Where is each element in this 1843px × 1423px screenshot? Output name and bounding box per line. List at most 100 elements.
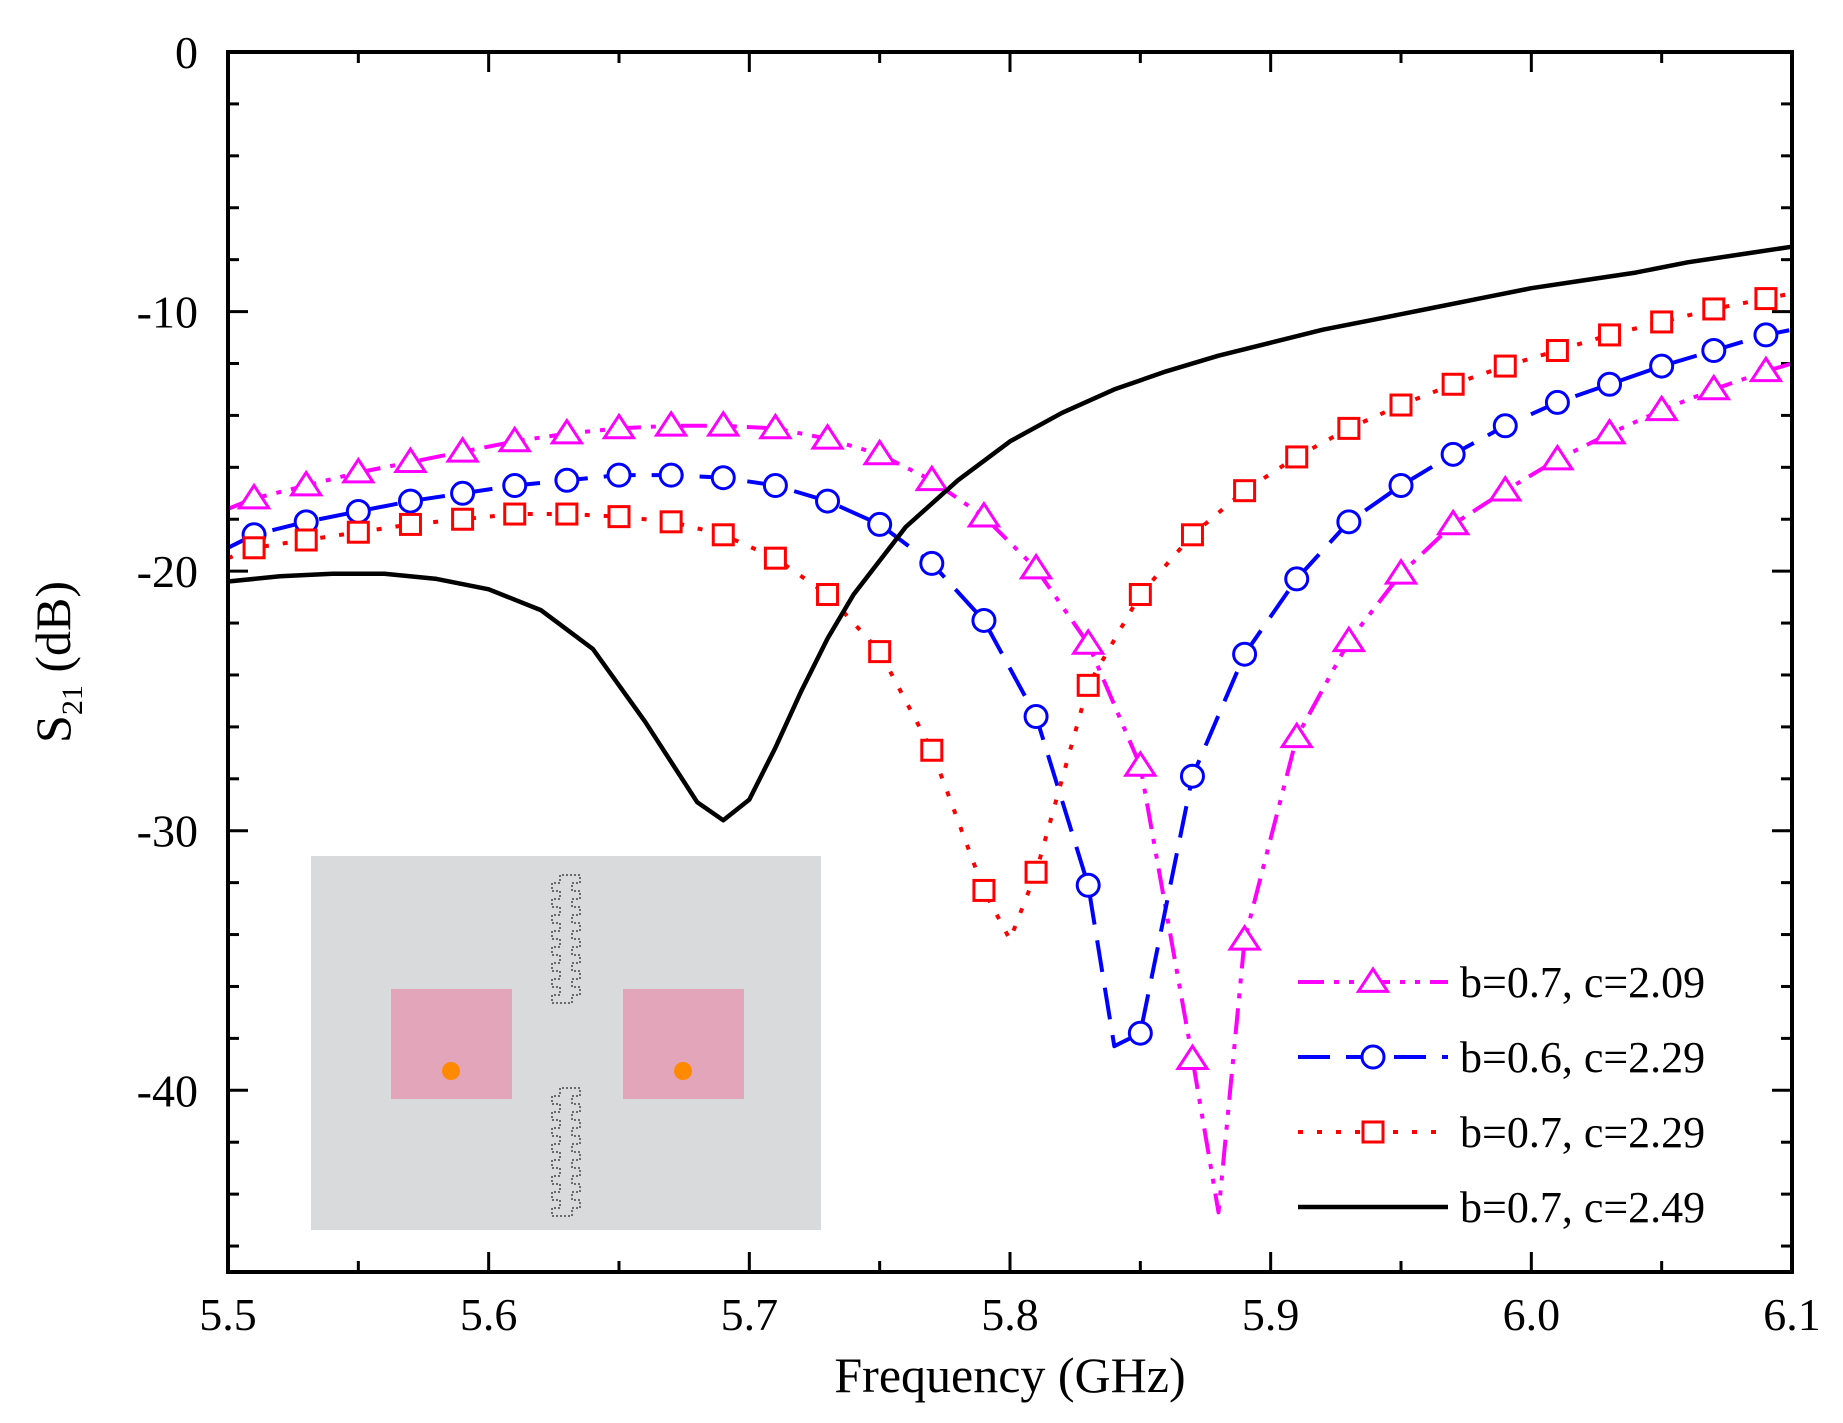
data-point-circle xyxy=(1753,322,1779,348)
data-point-triangle xyxy=(653,410,689,437)
y-tick-label: -30 xyxy=(137,806,198,857)
data-point-circle xyxy=(554,467,580,493)
data-point-circle xyxy=(1388,472,1414,498)
x-axis-tick-labels: 5.5 5.6 5.7 5.8 5.9 6.0 6.1 xyxy=(199,1289,1821,1340)
y-tick-label: -10 xyxy=(137,287,198,338)
data-point-square xyxy=(1361,1120,1385,1144)
legend-label: b=0.6, c=2.29 xyxy=(1460,1033,1705,1082)
data-series xyxy=(227,244,1793,1215)
data-point-square xyxy=(868,640,892,664)
plot-area-frame xyxy=(226,50,1794,1274)
legend-label: b=0.7, c=2.29 xyxy=(1460,1108,1705,1157)
data-point-triangle xyxy=(705,410,741,437)
data-point-square xyxy=(555,502,579,526)
data-point-square xyxy=(1441,372,1465,396)
y-axis-tick-labels: 0 -10 -20 -30 -40 xyxy=(137,27,198,1116)
y-axis-title-unit: (dB) xyxy=(25,581,81,685)
data-point-square xyxy=(659,510,683,534)
x-tick-label: 5.8 xyxy=(981,1289,1039,1340)
data-point-square xyxy=(1598,323,1622,347)
legend-label: b=0.7, c=2.09 xyxy=(1460,958,1705,1007)
inset-top-fractal-slot xyxy=(551,874,581,1004)
series-3 xyxy=(227,287,1793,942)
data-point-triangle xyxy=(810,423,845,450)
x-tick-label: 5.9 xyxy=(1242,1289,1300,1340)
data-point-square xyxy=(1702,297,1726,321)
legend-label: b=0.7, c=2.49 xyxy=(1460,1183,1705,1232)
data-point-square xyxy=(816,583,840,607)
data-point-square xyxy=(398,512,422,536)
x-tick-label: 6.0 xyxy=(1503,1289,1561,1340)
y-tick-label: -20 xyxy=(137,546,198,597)
x-tick-label: 5.7 xyxy=(721,1289,779,1340)
data-point-circle xyxy=(1701,338,1727,364)
data-point-square xyxy=(242,536,266,560)
data-point-circle xyxy=(1284,566,1310,592)
data-point-square xyxy=(607,505,631,529)
data-point-triangle xyxy=(1383,557,1419,585)
data-point-circle xyxy=(1127,1020,1153,1046)
data-point-circle xyxy=(1023,704,1049,730)
data-point-square xyxy=(1285,445,1309,469)
data-point-triangle xyxy=(549,417,585,445)
data-point-circle xyxy=(971,607,997,633)
data-point-square xyxy=(763,546,787,570)
inset-left-feed-point xyxy=(442,1062,460,1080)
data-point-circle xyxy=(1492,413,1518,439)
data-point-square xyxy=(294,528,318,552)
data-point-circle xyxy=(1597,371,1623,397)
data-point-square xyxy=(503,502,527,526)
series-4 xyxy=(227,244,1793,823)
inset-right-feed-point xyxy=(674,1062,692,1080)
data-point-circle xyxy=(867,511,893,537)
y-tick-label: 0 xyxy=(175,27,198,78)
x-tick-label: 5.5 xyxy=(199,1289,257,1340)
data-point-circle xyxy=(606,462,632,488)
data-point-circle xyxy=(1336,509,1362,535)
data-point-circle xyxy=(1544,389,1570,415)
data-point-triangle xyxy=(341,456,376,484)
data-point-circle xyxy=(1232,641,1258,667)
data-point-circle xyxy=(658,462,684,488)
data-point-triangle xyxy=(914,464,950,492)
data-point-circle xyxy=(397,488,423,514)
data-point-triangle xyxy=(1644,394,1679,422)
inset-bottom-fractal-slot xyxy=(551,1087,581,1217)
data-point-triangle xyxy=(393,446,428,473)
data-point-square xyxy=(1076,673,1100,697)
data-point-circle xyxy=(502,472,528,498)
x-tick-label: 6.1 xyxy=(1763,1289,1821,1340)
y-axis-title: S21 (dB) xyxy=(25,581,89,743)
data-point-triangle xyxy=(601,412,637,440)
data-point-square xyxy=(451,507,475,531)
legend-entry: b=0.7, c=2.09 xyxy=(1298,958,1705,1007)
data-point-triangle xyxy=(1070,628,1106,655)
data-point-square xyxy=(711,523,735,547)
series-1 xyxy=(227,355,1793,1215)
data-point-circle xyxy=(919,550,945,576)
data-point-triangle xyxy=(1018,552,1054,580)
inset-left-patch xyxy=(391,989,512,1099)
data-point-triangle xyxy=(966,500,1002,528)
data-point-triangle xyxy=(1540,443,1575,471)
inset-substrate xyxy=(311,856,821,1230)
data-point-triangle xyxy=(1355,966,1391,993)
data-point-triangle xyxy=(236,482,272,510)
data-point-square xyxy=(1493,354,1517,378)
data-point-circle xyxy=(1649,353,1675,379)
data-point-circle xyxy=(815,488,841,514)
x-tick-label: 5.6 xyxy=(460,1289,518,1340)
data-point-triangle xyxy=(1487,474,1523,502)
data-point-triangle xyxy=(1748,355,1784,383)
data-point-triangle xyxy=(1175,1043,1210,1071)
data-point-square xyxy=(1337,416,1361,440)
series-line xyxy=(227,244,1793,823)
data-point-circle xyxy=(1360,1044,1386,1070)
data-point-circle xyxy=(762,472,788,498)
legend: b=0.7, c=2.09 b=0.6, c=2.29 b=0.7, c=2.29 b… xyxy=(1298,958,1705,1232)
data-point-square xyxy=(1128,583,1152,607)
data-point-triangle xyxy=(1696,373,1732,401)
x-axis-title: Frequency (GHz) xyxy=(834,1347,1185,1403)
data-point-square xyxy=(1545,339,1569,363)
data-point-square xyxy=(1180,523,1204,547)
